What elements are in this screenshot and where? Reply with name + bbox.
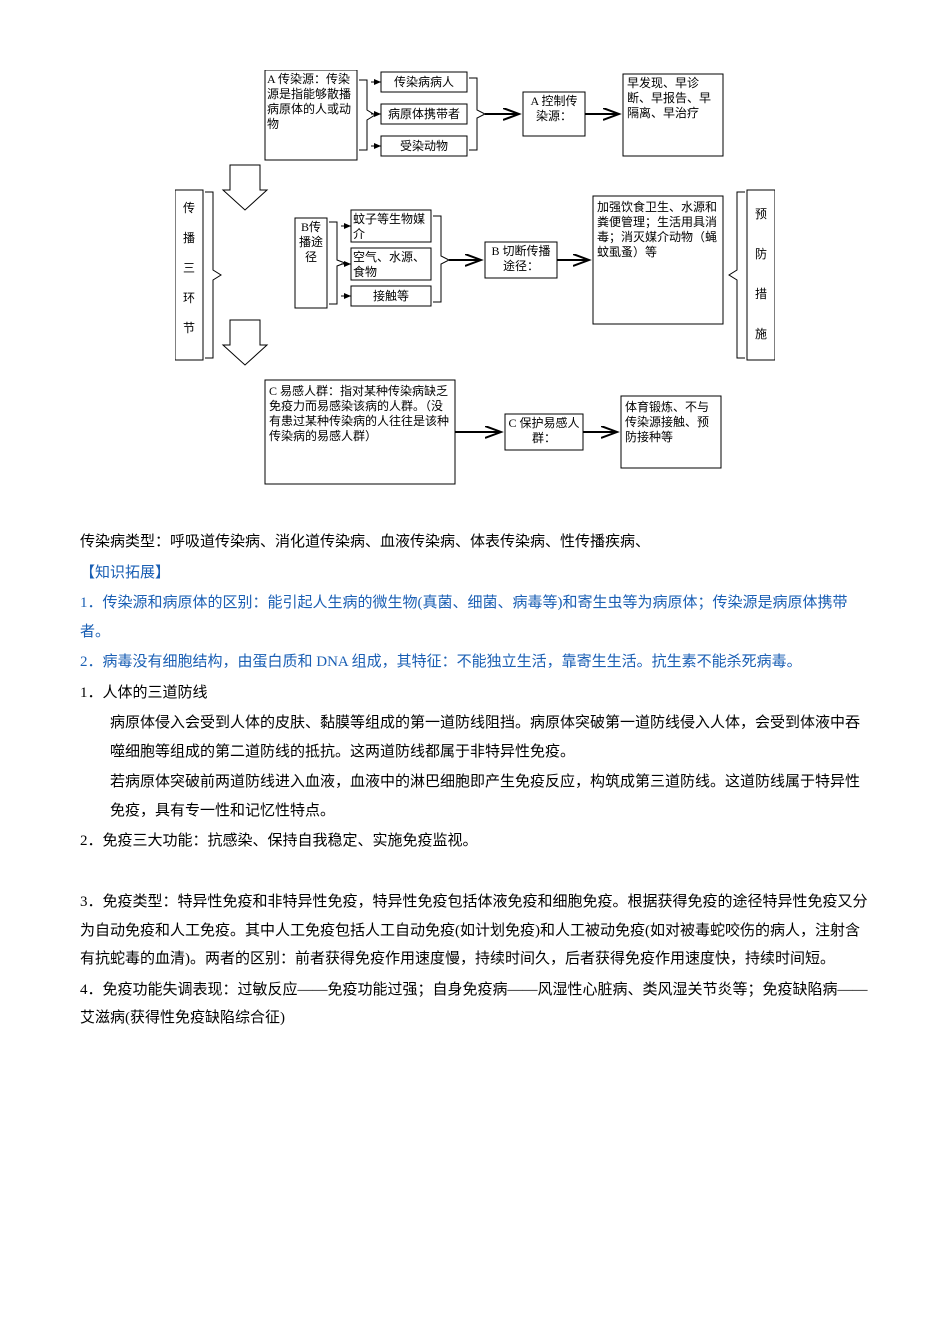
a-measure: 早发现、早诊断、早报告、早隔离、早治疗 xyxy=(627,76,719,121)
box-b-source: B传播途径 xyxy=(297,220,325,265)
svg-text:传: 传 xyxy=(183,200,195,215)
svg-text:措: 措 xyxy=(755,287,767,301)
svg-text:施: 施 xyxy=(755,327,767,341)
item-1-head: 1．人体的三道防线 xyxy=(80,679,870,708)
item-3: 3．免疫类型：特异性免疫和非特异性免疫，特异性免疫包括体液免疫和细胞免疫。根据获… xyxy=(80,888,870,974)
b-item-1: 蚊子等生物媒介 xyxy=(353,212,429,240)
a-item-1: 传染病病人 xyxy=(394,74,454,89)
svg-text:预: 预 xyxy=(755,207,767,221)
disease-types: 传染病类型：呼吸道传染病、消化道传染病、血液传染病、体表传染病、性传播疾病、 xyxy=(80,528,870,557)
c-measure: 体育锻炼、不与传染源接触、预防接种等 xyxy=(625,400,717,445)
b-item-3: 接触等 xyxy=(373,288,409,303)
svg-text:三: 三 xyxy=(183,261,195,275)
svg-text:环: 环 xyxy=(183,291,195,305)
a-action: A 控制传染源： xyxy=(525,94,583,124)
box-c-source: C 易感人群：指对某种传染病缺乏免疫力而易感染该病的人群。（没有患过某种传染病的… xyxy=(269,384,451,444)
c-action: C 保护易感人群： xyxy=(507,416,581,446)
a-item-3: 受染动物 xyxy=(400,138,448,153)
page: 传 播 三 环 节 预 防 措 施 A 传染源：传染源是指能够散播病原体的人或动… xyxy=(0,0,950,1344)
svg-text:节: 节 xyxy=(183,321,195,335)
item-1-b: 若病原体突破前两道防线进入血液，血液中的淋巴细胞即产生免疫反应，构筑成第三道防线… xyxy=(110,768,870,825)
blue-item-2: 2．病毒没有细胞结构，由蛋白质和 DNA 组成，其特征：不能独立生活，靠寄生生活… xyxy=(80,648,870,677)
b-measure: 加强饮食卫生、水源和粪便管理；生活用具消毒；消灭媒介动物（蝇蚊虱蚤）等 xyxy=(597,200,719,260)
box-a-source: A 传染源：传染源是指能够散播病原体的人或动物 xyxy=(267,72,355,132)
section-heading: 【知识拓展】 xyxy=(80,559,870,588)
transmission-diagram: 传 播 三 环 节 预 防 措 施 A 传染源：传染源是指能够散播病原体的人或动… xyxy=(175,70,775,510)
a-item-2: 病原体携带者 xyxy=(388,106,460,121)
item-1-a: 病原体侵入会受到人体的皮肤、黏膜等组成的第一道防线阻挡。病原体突破第一道防线侵入… xyxy=(110,709,870,766)
b-item-2: 空气、水源、食物 xyxy=(353,250,429,278)
item-4: 4．免疫功能失调表现：过敏反应——免疫功能过强；自身免疫病——风湿性心脏病、类风… xyxy=(80,976,870,1033)
item-2: 2．免疫三大功能：抗感染、保持自我稳定、实施免疫监视。 xyxy=(80,827,870,856)
svg-text:播: 播 xyxy=(183,231,195,245)
b-action: B 切断传播途径： xyxy=(487,244,555,274)
blue-item-1: 1．传染源和病原体的区别：能引起人生病的微生物(真菌、细菌、病毒等)和寄生虫等为… xyxy=(80,589,870,646)
svg-text:防: 防 xyxy=(755,246,767,261)
